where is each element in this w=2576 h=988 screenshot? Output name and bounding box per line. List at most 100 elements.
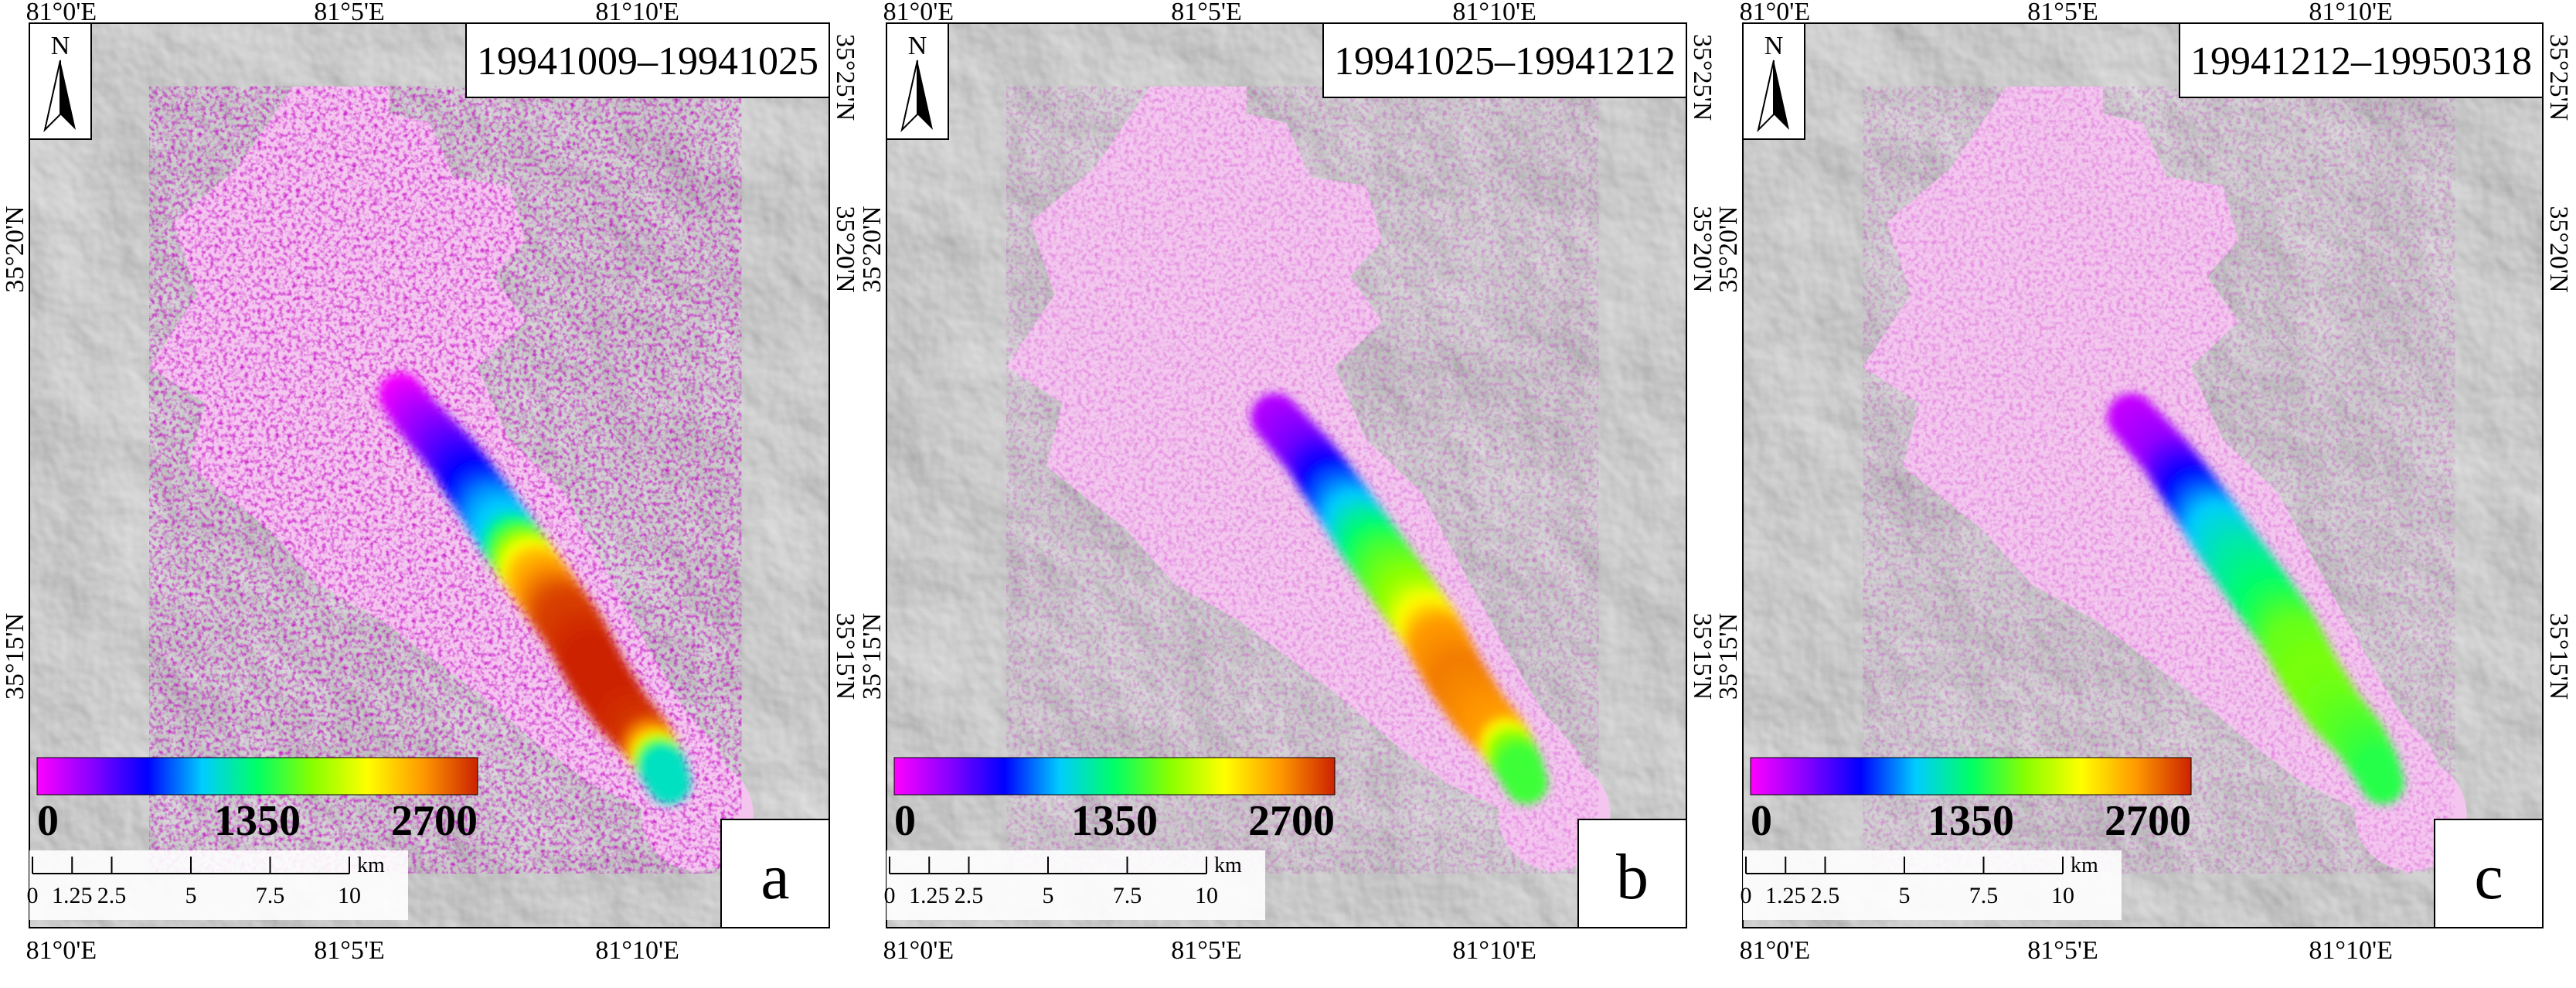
- panel-letter: b: [1616, 841, 1649, 913]
- scale-bar-label: 10: [338, 883, 361, 908]
- date-range-label: 19941212–19950318: [2190, 39, 2532, 83]
- map-frame-border: [886, 22, 1687, 928]
- scale-bar-label: 7.5: [1113, 883, 1142, 908]
- colorbar: [1750, 757, 2192, 796]
- scale-bar-bg: [886, 850, 1265, 920]
- top-longitude-label: 81°10'E: [2309, 0, 2393, 26]
- map-frame-border: [29, 22, 830, 928]
- colorbar-mid-label: 1350: [214, 797, 301, 845]
- north-arrow-label: N: [51, 32, 70, 60]
- colorbar-max-label: 2700: [1248, 797, 1335, 845]
- scale-bar-unit: km: [2071, 853, 2098, 877]
- top-longitude-label: 81°10'E: [595, 0, 679, 26]
- date-range-label: 19941025–19941212: [1334, 39, 1676, 83]
- right-latitude-label: 35°25'N: [1688, 34, 1717, 121]
- colorbar-mid-label: 1350: [1928, 797, 2014, 845]
- panel-letter-box: [1577, 819, 1687, 928]
- scale-bar: 0 1.25 2.5 5 7.5 10 km: [884, 850, 1265, 920]
- bottom-longitude-label: 81°10'E: [2309, 936, 2393, 965]
- map-frame-content: [29, 23, 829, 928]
- top-longitude-label: 81°0'E: [883, 0, 955, 26]
- colorbar: [893, 757, 1336, 796]
- north-arrow-label: N: [1764, 32, 1784, 60]
- bottom-longitude-label: 81°0'E: [883, 936, 955, 965]
- top-longitude-label: 81°5'E: [2027, 0, 2098, 26]
- scale-bar-label: 1.25: [909, 883, 950, 908]
- panel-letter-box: [2434, 819, 2544, 928]
- bottom-longitude-label: 81°0'E: [1740, 936, 1811, 965]
- left-latitude-label: 35°15'N: [1714, 613, 1743, 700]
- left-latitude-label: 35°20'N: [858, 206, 886, 292]
- scale-bar-label: 10: [1195, 883, 1218, 908]
- scale-bar-bg: [29, 850, 408, 920]
- colorbar-min-label: 0: [894, 797, 916, 845]
- scale-bar-label: 0: [1741, 883, 1752, 908]
- date-range-box: [1322, 22, 1687, 98]
- colorbar-min-label: 0: [37, 797, 59, 845]
- left-latitude-label: 35°15'N: [1, 613, 29, 700]
- colorbar-mid-label: 1350: [1071, 797, 1158, 845]
- panel-letter: a: [761, 841, 789, 913]
- map-frame-border: [1742, 22, 2544, 928]
- colorbar: [36, 757, 478, 796]
- scale-bar-label: 5: [185, 883, 197, 908]
- top-longitude-label: 81°5'E: [314, 0, 385, 26]
- bottom-longitude-label: 81°5'E: [1171, 936, 1242, 965]
- scale-bar-label: 2.5: [1811, 883, 1840, 908]
- bottom-longitude-label: 81°10'E: [1452, 936, 1536, 965]
- map-panel-c: 19941212–19950318 Nc 0 1350 2700 0 1.25 2.5 5 7.5…: [1714, 0, 2573, 965]
- velocity-trunk: [2107, 393, 2404, 805]
- left-latitude-label: 35°20'N: [1714, 206, 1743, 292]
- map-panel-b: 19941025–19941212 Nb 0 1350 2700 0 1.25 2.5 5 7.5…: [858, 0, 1717, 965]
- top-longitude-label: 81°10'E: [1452, 0, 1536, 26]
- top-longitude-label: 81°5'E: [1171, 0, 1242, 26]
- colorbar-min-label: 0: [1751, 797, 1772, 845]
- left-latitude-label: 35°15'N: [858, 613, 886, 700]
- map-panel-a: 19941009–19941025 Na 0 1350 2700 0 1.25 2.5 5 7.5…: [1, 0, 859, 965]
- scale-bar-label: 7.5: [1969, 883, 1999, 908]
- scale-bar-label: 0: [27, 883, 39, 908]
- scale-bar: 0 1.25 2.5 5 7.5 10 km: [1741, 850, 2122, 920]
- bottom-longitude-label: 81°0'E: [26, 936, 97, 965]
- right-latitude-label: 35°20'N: [831, 206, 859, 292]
- north-arrow-icon: N: [1742, 22, 1805, 140]
- bottom-longitude-label: 81°10'E: [595, 936, 679, 965]
- right-latitude-label: 35°25'N: [2544, 34, 2573, 121]
- right-latitude-label: 35°25'N: [831, 34, 859, 121]
- bottom-longitude-label: 81°5'E: [2027, 936, 2098, 965]
- north-arrow-right: [1774, 60, 1789, 130]
- left-latitude-label: 35°20'N: [1, 206, 29, 292]
- right-latitude-label: 35°15'N: [2544, 613, 2573, 700]
- velocity-trunk: [1251, 393, 1548, 805]
- north-arrow-icon: N: [886, 22, 949, 140]
- top-longitude-label: 81°0'E: [1740, 0, 1811, 26]
- north-arrow-right: [60, 60, 76, 130]
- top-longitude-label: 81°0'E: [26, 0, 97, 26]
- north-arrow-icon: N: [29, 22, 92, 140]
- right-latitude-label: 35°15'N: [1688, 613, 1717, 700]
- date-range-label: 19941009–19941025: [477, 39, 818, 83]
- north-arrow-right: [917, 60, 933, 130]
- velocity-sample: [2361, 761, 2404, 805]
- north-arrow-label: N: [908, 32, 927, 60]
- colorbar-max-label: 2700: [391, 797, 478, 845]
- scale-bar-label: 0: [884, 883, 896, 908]
- scale-bar-label: 5: [1043, 883, 1054, 908]
- velocity-trunk: [378, 372, 691, 805]
- scale-bar-label: 10: [2051, 883, 2074, 908]
- scale-bar-label: 5: [1899, 883, 1911, 908]
- scale-bar-label: 7.5: [256, 883, 285, 908]
- scale-bar-bg: [1743, 850, 2122, 920]
- scale-bar-unit: km: [1214, 853, 1242, 877]
- panel-letter: c: [2474, 841, 2503, 913]
- colorbar-max-label: 2700: [2105, 797, 2191, 845]
- scale-bar-label: 1.25: [52, 883, 93, 908]
- scale-bar-label: 2.5: [97, 883, 127, 908]
- panel-letter-box: [720, 819, 830, 928]
- right-latitude-label: 35°20'N: [2544, 206, 2573, 292]
- right-latitude-label: 35°15'N: [831, 613, 859, 700]
- scale-bar: 0 1.25 2.5 5 7.5 10 km: [27, 850, 408, 920]
- date-range-box: [465, 22, 830, 98]
- scale-bar-unit: km: [357, 853, 385, 877]
